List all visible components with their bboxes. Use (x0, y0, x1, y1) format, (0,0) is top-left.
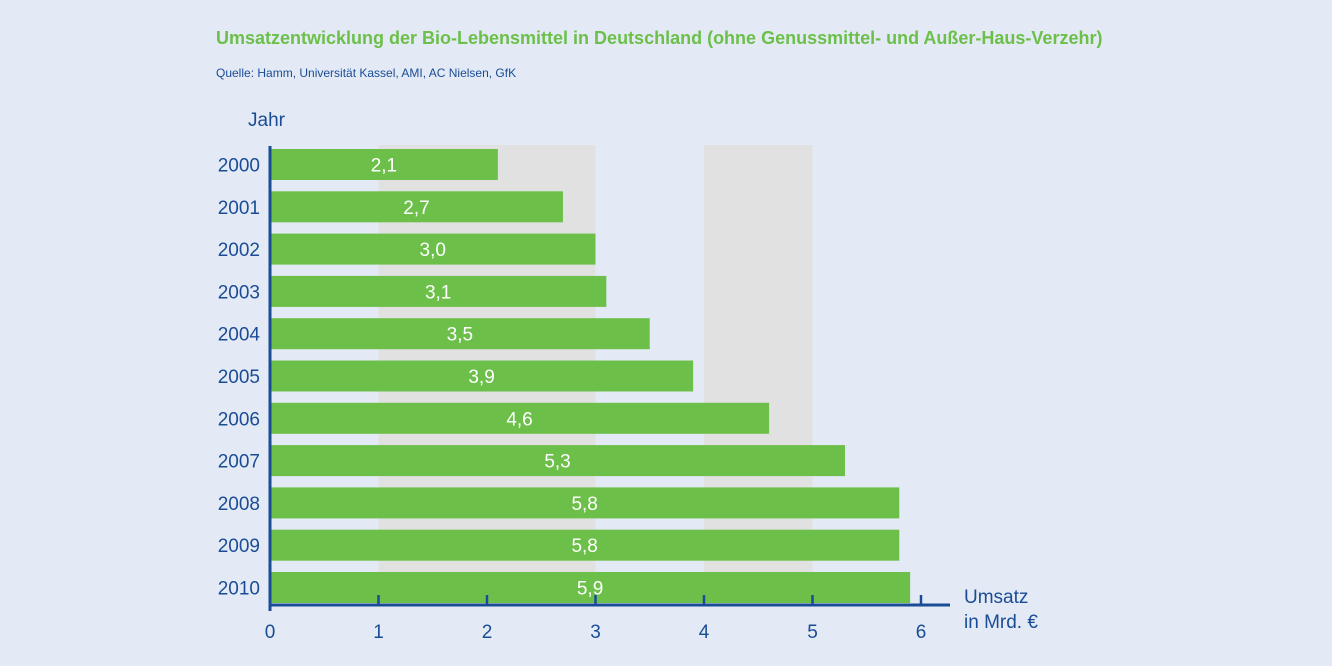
bar-2001 (270, 191, 563, 223)
year-label-2005: 2005 (218, 367, 260, 388)
bar-2009 (270, 529, 900, 561)
bar-2002 (270, 233, 596, 265)
bar-value-label-2004: 3,5 (447, 325, 473, 346)
bar-value-label-2006: 4,6 (506, 409, 532, 430)
x-tick-label-6: 6 (916, 622, 927, 643)
bar-2006 (270, 402, 770, 434)
chart-title: Umsatzentwicklung der Bio-Lebensmittel i… (216, 28, 1103, 48)
bars (270, 149, 911, 603)
year-label-2000: 2000 (218, 156, 260, 177)
grid-band-2 (704, 145, 813, 605)
year-label-2007: 2007 (218, 452, 260, 473)
y-axis-title: Jahr (248, 110, 286, 131)
x-tick-label-3: 3 (590, 622, 601, 643)
bar-value-label-2008: 5,8 (571, 494, 597, 515)
bar-value-label-2002: 3,0 (420, 240, 446, 261)
year-label-2004: 2004 (218, 325, 261, 346)
labels: 2,120002,720013,020023,120033,520043,920… (218, 110, 1039, 643)
bar-value-label-2007: 5,3 (544, 452, 570, 473)
year-label-2008: 2008 (218, 494, 260, 515)
bar-value-label-2005: 3,9 (468, 367, 494, 388)
year-label-2001: 2001 (218, 198, 260, 219)
bar-2005 (270, 360, 694, 392)
x-tick-label-1: 1 (373, 622, 384, 643)
year-label-2010: 2010 (218, 579, 260, 600)
year-label-2009: 2009 (218, 536, 260, 557)
x-tick-label-4: 4 (699, 622, 710, 643)
bar-value-label-2001: 2,7 (403, 198, 429, 219)
x-tick-label-0: 0 (265, 622, 276, 643)
x-axis-title-line-1: Umsatz (964, 587, 1028, 608)
bar-value-label-2000: 2,1 (371, 156, 397, 177)
x-tick-label-5: 5 (807, 622, 818, 643)
bar-2004 (270, 318, 650, 350)
year-label-2006: 2006 (218, 409, 260, 430)
bar-2000 (270, 149, 498, 180)
axes (268, 146, 950, 611)
x-tick-label-2: 2 (482, 622, 493, 643)
bar-value-label-2003: 3,1 (425, 282, 451, 303)
year-label-2003: 2003 (218, 282, 260, 303)
year-label-2002: 2002 (218, 240, 260, 261)
bar-2003 (270, 275, 607, 307)
bar-2010 (270, 572, 911, 603)
bar-2008 (270, 487, 900, 519)
x-axis-title-line-2: in Mrd. € (964, 612, 1038, 633)
source-note: Quelle: Hamm, Universität Kassel, AMI, A… (216, 66, 517, 80)
bar-2007 (270, 445, 846, 477)
bar-value-label-2009: 5,8 (571, 536, 597, 557)
bar-value-label-2010: 5,9 (577, 579, 603, 600)
